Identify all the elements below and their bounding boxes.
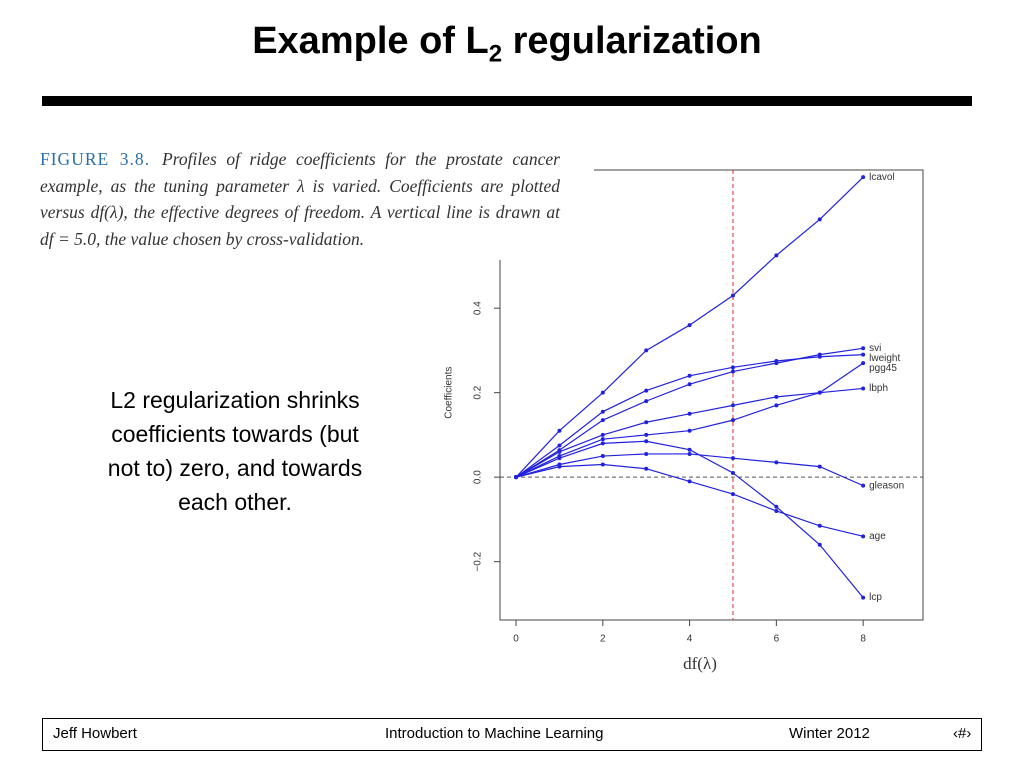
series-point <box>861 386 866 391</box>
y-axis-label: Coefficients <box>444 367 455 419</box>
series-point <box>861 352 866 357</box>
series-point <box>557 428 562 433</box>
title-rule <box>42 96 972 106</box>
series-point <box>644 432 649 437</box>
series-point <box>600 432 605 437</box>
series-label: lbph <box>869 383 888 394</box>
footer-course: Introduction to Machine Learning <box>385 725 604 742</box>
series-label: lcavol <box>869 172 895 183</box>
series-label: svi <box>869 343 881 354</box>
series-point <box>861 534 866 539</box>
title-text: regularization <box>502 20 762 62</box>
series-point <box>644 420 649 425</box>
series-label: age <box>869 531 886 542</box>
x-tick-label: 0 <box>513 634 519 645</box>
title-subscript: 2 <box>488 40 503 68</box>
series-point <box>861 595 866 600</box>
series-label: lweight <box>869 353 900 364</box>
series-point <box>557 443 562 448</box>
series-point <box>600 462 605 467</box>
title-text: Example of L <box>252 20 489 62</box>
series-point <box>600 409 605 414</box>
series-point <box>600 418 605 423</box>
series-point <box>774 508 779 513</box>
footer: Jeff Howbert Introduction to Machine Lea… <box>42 718 982 751</box>
series-point <box>687 428 692 433</box>
y-tick-label: 0.0 <box>473 470 484 484</box>
series-point <box>861 346 866 351</box>
series-point <box>730 403 735 408</box>
y-tick-label: −0.2 <box>473 551 484 571</box>
series-point <box>514 475 519 480</box>
series-point <box>600 454 605 459</box>
series-point <box>774 460 779 465</box>
series-point <box>730 293 735 298</box>
series-point <box>687 447 692 452</box>
series-line <box>515 354 864 478</box>
series-point <box>600 437 605 442</box>
series-point <box>774 253 779 258</box>
series-point <box>774 358 779 363</box>
slide-title: Example of L2 regularization <box>0 20 1014 69</box>
series-point <box>730 492 735 497</box>
x-axis-label: df(λ) <box>683 654 717 673</box>
series-point <box>557 449 562 454</box>
series-point <box>774 504 779 509</box>
x-tick-label: 4 <box>687 634 693 645</box>
series-point <box>817 464 822 469</box>
series-point <box>557 464 562 469</box>
series-label: pgg45 <box>869 363 897 374</box>
series-point <box>730 470 735 475</box>
series-point <box>644 451 649 456</box>
series-point <box>861 483 866 488</box>
series-point <box>730 456 735 461</box>
y-tick-label: 0.4 <box>473 301 484 315</box>
series-point <box>644 348 649 353</box>
series-line <box>515 362 864 478</box>
series-line <box>515 440 864 598</box>
series-point <box>730 369 735 374</box>
series-point <box>817 523 822 528</box>
series-point <box>774 394 779 399</box>
series-point <box>817 354 822 359</box>
series-point <box>861 361 866 366</box>
figure-caption: FIGURE 3.8. Profiles of ridge coefficient… <box>40 146 594 260</box>
x-tick-label: 2 <box>600 634 606 645</box>
x-tick-label: 6 <box>774 634 780 645</box>
series-point <box>600 441 605 446</box>
series-point <box>600 390 605 395</box>
series-point <box>644 388 649 393</box>
series-line <box>515 387 864 478</box>
series-point <box>644 466 649 471</box>
series-point <box>774 403 779 408</box>
y-tick-label: 0.2 <box>473 385 484 399</box>
series-label: lcp <box>869 592 882 603</box>
series-point <box>817 217 822 222</box>
footer-page: ‹#› <box>953 725 972 742</box>
series-point <box>861 175 866 180</box>
series-point <box>644 399 649 404</box>
figure-label: FIGURE 3.8. <box>40 149 150 169</box>
body-text: L2 regularization shrinks coefficients t… <box>107 387 363 515</box>
series-point <box>687 382 692 387</box>
series-point <box>687 411 692 416</box>
series-point <box>687 373 692 378</box>
x-tick-label: 8 <box>860 634 866 645</box>
series-point <box>817 390 822 395</box>
series-label: gleason <box>869 480 904 491</box>
footer-author: Jeff Howbert <box>53 725 137 742</box>
series-point <box>687 479 692 484</box>
series-point <box>817 542 822 547</box>
series-point <box>644 439 649 444</box>
series-point <box>557 456 562 461</box>
footer-term: Winter 2012 <box>789 725 870 742</box>
series-line <box>515 463 864 537</box>
series-point <box>730 418 735 423</box>
caption-text: Profiles of ridge coefficients for the p… <box>40 149 560 249</box>
series-point <box>687 451 692 456</box>
series-point <box>730 365 735 370</box>
series-point <box>687 323 692 328</box>
